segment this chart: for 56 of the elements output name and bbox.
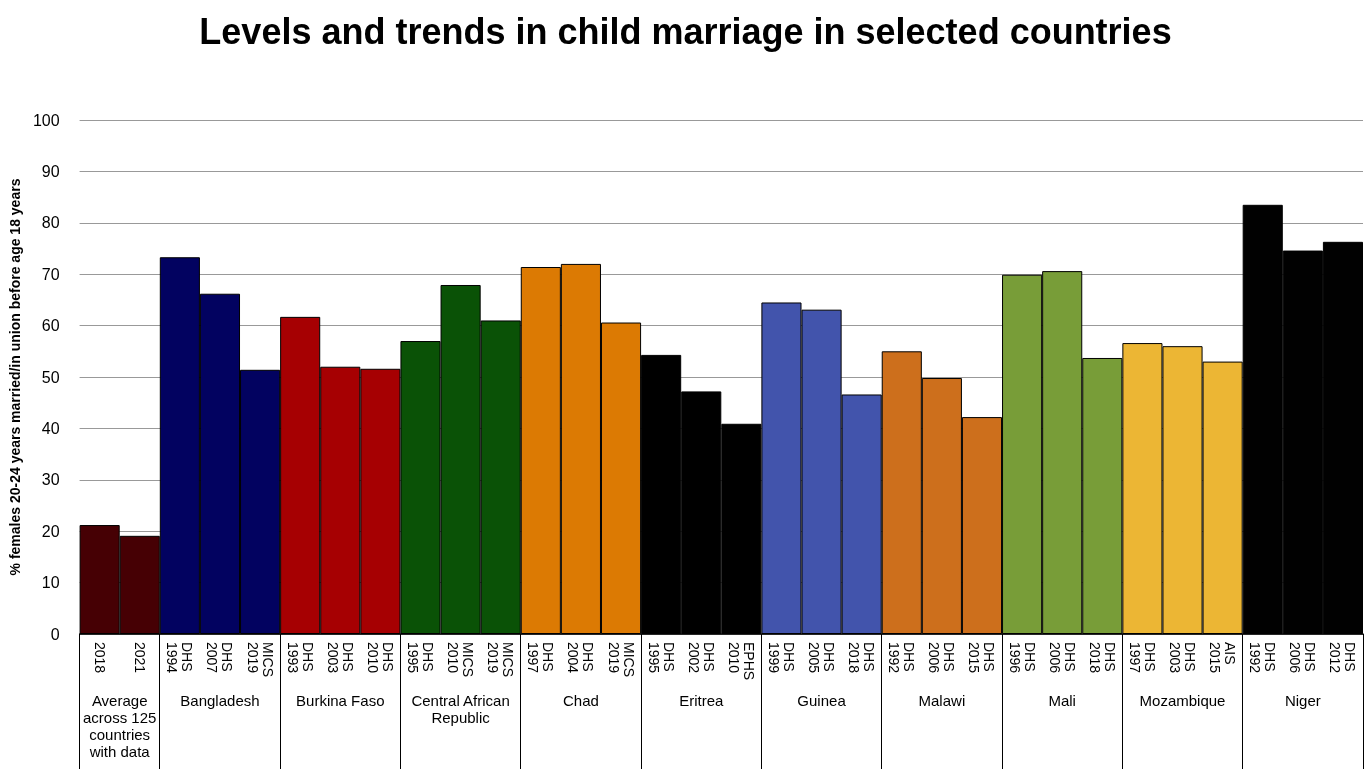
y-tick-label: 60 — [41, 317, 60, 335]
y-tick-label: 0 — [50, 625, 60, 643]
x-tick-label: DHS 1999 — [765, 642, 797, 674]
x-tick-label: DHS 1995 — [405, 642, 436, 674]
x-tick-label: DHS 1996 — [1006, 642, 1038, 674]
x-tick-label: MICS 2019 — [605, 642, 637, 677]
x-tick-label: DHS 1992 — [886, 642, 918, 674]
text: Malawi — [917, 692, 967, 709]
y-tick-label: 10 — [41, 574, 60, 592]
x-tick-label: DHS 2018 — [846, 642, 878, 674]
text: Central African Republic — [410, 692, 511, 726]
x-tick-label: DHS 2018 — [1086, 642, 1118, 674]
text: Mozambique — [1138, 692, 1227, 709]
y-tick-label: 50 — [41, 368, 60, 386]
x-tick-label: DHS 1997 — [525, 642, 557, 674]
x-tick-label: DHS 2015 — [966, 642, 998, 674]
text: Bangladesh — [179, 692, 261, 709]
text: Eritrea — [678, 692, 725, 709]
text: Average across 125 countries with data — [82, 692, 158, 760]
x-tick-label: MICS 2019 — [244, 642, 276, 677]
x-tick-label: DHS 1994 — [164, 642, 196, 674]
x-tick-label: DHS 2003 — [1167, 642, 1199, 674]
text: Burkina Faso — [295, 692, 386, 709]
x-tick-label: 2021 — [131, 642, 148, 674]
x-tick-label: DHS 2006 — [1287, 642, 1319, 674]
x-tick-label: DHS 1997 — [1126, 642, 1158, 674]
y-tick-label: 40 — [41, 419, 60, 437]
y-tick-label: 80 — [41, 214, 60, 232]
x-tick-label: DHS 2004 — [565, 642, 597, 674]
chart-title: Levels and trends in child marriage in selected countries — [199, 10, 1172, 52]
x-tick-label: DHS 2002 — [685, 642, 717, 674]
y-tick-label: 100 — [32, 111, 60, 129]
text: Niger — [1283, 692, 1322, 709]
y-tick-label: 30 — [41, 471, 60, 489]
x-tick-label: DHS 2003 — [324, 642, 356, 674]
x-tick-label: AIS 2015 — [1207, 642, 1239, 674]
y-axis-title: % females 20-24 years married/in union before age 18 years — [7, 178, 23, 576]
text: Mali — [1047, 692, 1077, 709]
y-tick-label: 20 — [41, 522, 60, 540]
x-tick-label: DHS 1995 — [645, 642, 677, 674]
x-tick-label: DHS 2007 — [204, 642, 236, 674]
x-tick-label: MICS 2019 — [485, 642, 517, 677]
x-tick-label: 2018 — [91, 642, 108, 674]
text: Chad — [562, 692, 600, 709]
x-tick-label: DHS 2006 — [1046, 642, 1078, 674]
y-tick-label: 70 — [41, 265, 60, 283]
x-tick-label: EPHS 2010 — [725, 642, 757, 681]
x-tick-label: DHS 2012 — [1327, 642, 1359, 674]
y-tick-label: 90 — [41, 162, 60, 180]
x-tick-label: DHS 1992 — [1247, 642, 1279, 674]
x-tick-label: MICS 2010 — [445, 642, 477, 677]
x-tick-label: DHS 2006 — [926, 642, 958, 674]
text: Guinea — [796, 692, 847, 709]
x-tick-label: DHS 1993 — [284, 642, 316, 674]
x-tick-label: DHS 2005 — [806, 642, 838, 674]
x-tick-label: DHS 2010 — [364, 642, 396, 674]
